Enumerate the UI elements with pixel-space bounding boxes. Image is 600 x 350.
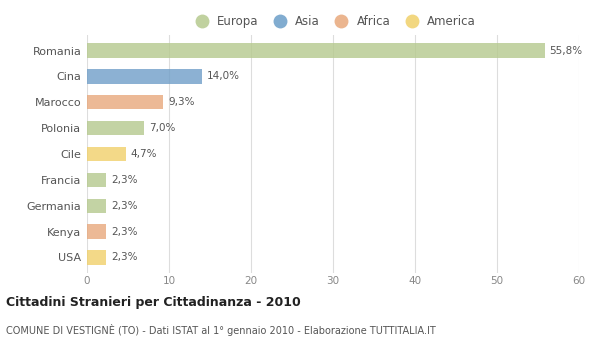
Text: 2,3%: 2,3% [111, 252, 137, 262]
Bar [87, 95, 163, 109]
Bar [87, 43, 545, 58]
Text: 14,0%: 14,0% [207, 71, 240, 82]
Text: 2,3%: 2,3% [111, 201, 137, 211]
Text: 2,3%: 2,3% [111, 226, 137, 237]
Text: 4,7%: 4,7% [130, 149, 157, 159]
Bar [87, 173, 106, 187]
Text: 2,3%: 2,3% [111, 175, 137, 185]
Bar [87, 147, 125, 161]
Bar [87, 224, 106, 239]
Text: Cittadini Stranieri per Cittadinanza - 2010: Cittadini Stranieri per Cittadinanza - 2… [6, 296, 301, 309]
Text: 9,3%: 9,3% [168, 97, 194, 107]
Bar [87, 69, 202, 84]
Text: 55,8%: 55,8% [550, 46, 583, 56]
Bar [87, 250, 106, 265]
Legend: Europa, Asia, Africa, America: Europa, Asia, Africa, America [188, 12, 478, 30]
Text: 7,0%: 7,0% [149, 123, 176, 133]
Text: COMUNE DI VESTIGNÈ (TO) - Dati ISTAT al 1° gennaio 2010 - Elaborazione TUTTITALI: COMUNE DI VESTIGNÈ (TO) - Dati ISTAT al … [6, 324, 436, 336]
Bar [87, 198, 106, 213]
Bar [87, 121, 145, 135]
